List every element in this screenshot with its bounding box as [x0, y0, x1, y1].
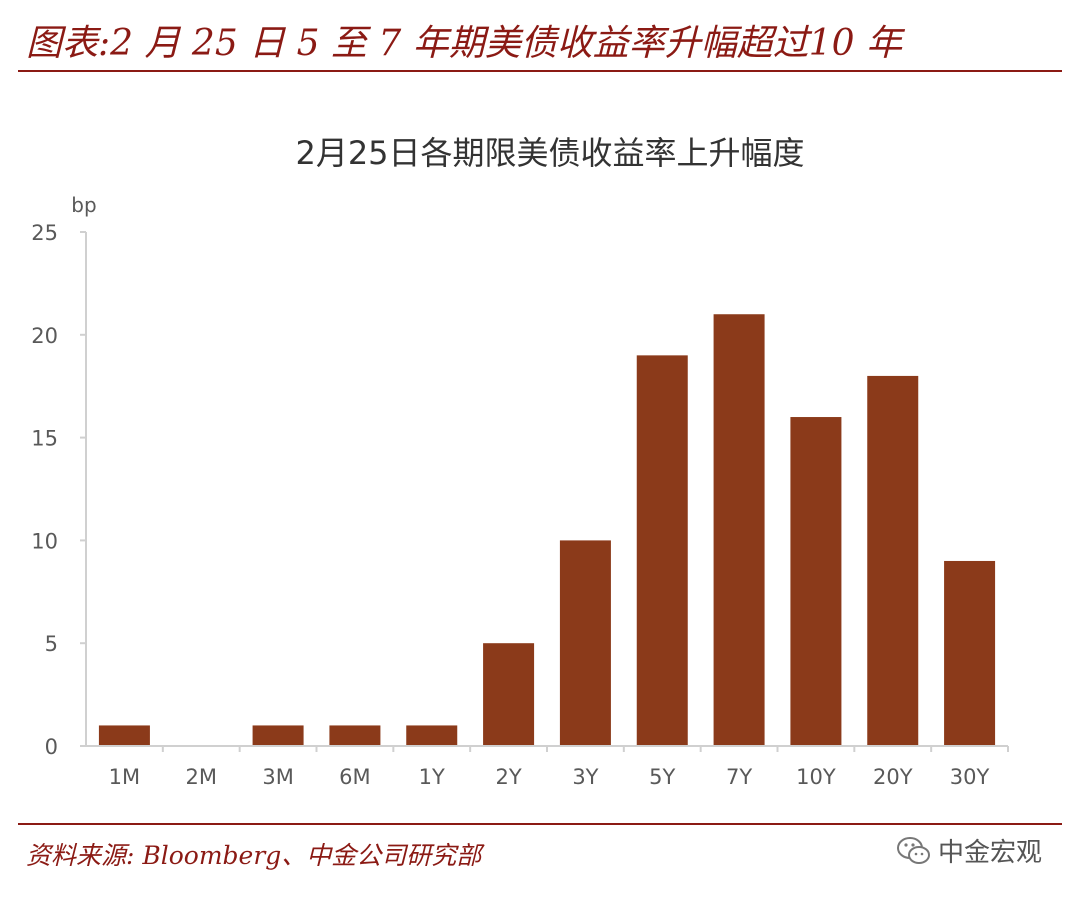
- y-tick-label: 20: [31, 324, 58, 348]
- x-tick-label: 6M: [339, 765, 370, 789]
- y-tick-label: 10: [31, 529, 58, 553]
- bar-chart: 0 5 10 15 20 25 1M 2M 3M 6M 1Y 2Y 3Y 5Y 7Y 10Y 20Y 30Y b…: [31, 193, 1009, 789]
- watermark: 中金宏观: [896, 832, 1042, 869]
- x-tick-label: 1M: [109, 765, 140, 789]
- x-tick-label: 10Y: [796, 765, 836, 789]
- y-axis-label: bp: [71, 193, 96, 217]
- x-tick-label: 7Y: [726, 765, 752, 789]
- x-tick-label: 30Y: [950, 765, 990, 789]
- bar-3m: [252, 725, 304, 746]
- x-tick-label: 20Y: [873, 765, 913, 789]
- x-tick-label: 3M: [262, 765, 293, 789]
- source-divider: [18, 823, 1062, 825]
- x-tick-label: 3Y: [572, 765, 598, 789]
- figure-title: 图表:2 月 25 日 5 至 7 年期美债收益率升幅超过10 年: [26, 23, 903, 64]
- y-tick-label: 25: [31, 221, 58, 245]
- title-divider: [18, 70, 1062, 72]
- bar-2y: [483, 643, 535, 746]
- bar-20y: [867, 375, 919, 746]
- bar-6m: [329, 725, 381, 746]
- x-tick-label: 2M: [186, 765, 217, 789]
- y-tick-label: 5: [45, 632, 58, 656]
- bar-7y: [713, 314, 765, 746]
- bar-1m: [98, 725, 150, 746]
- bar-series: [98, 314, 996, 746]
- bar-1y: [406, 725, 458, 746]
- watermark-text: 中金宏观: [938, 838, 1043, 868]
- bar-10y: [790, 417, 842, 746]
- bar-5y: [636, 355, 688, 746]
- x-axis-ticks: 1M 2M 3M 6M 1Y 2Y 3Y 5Y 7Y 10Y 20Y 30Y: [109, 746, 1009, 789]
- x-tick-label: 2Y: [495, 765, 521, 789]
- y-tick-label: 0: [45, 735, 58, 759]
- bar-30y: [944, 560, 996, 746]
- y-axis-ticks: 0 5 10 15 20 25: [31, 221, 86, 759]
- x-tick-label: 5Y: [649, 765, 675, 789]
- y-tick-label: 15: [31, 427, 58, 451]
- chart-title: 2月25日各期限美债收益率上升幅度: [295, 134, 805, 172]
- wechat-icon: [897, 836, 930, 864]
- source-note: 资料来源: Bloomberg、中金公司研究部: [26, 841, 482, 870]
- bar-3y: [559, 540, 611, 746]
- x-tick-label: 1Y: [419, 765, 445, 789]
